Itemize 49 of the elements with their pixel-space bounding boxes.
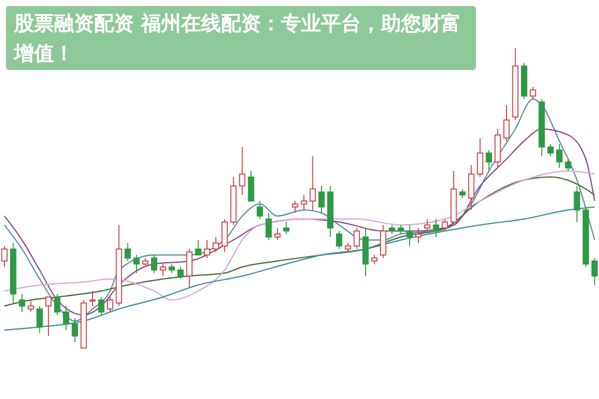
candlestick (151, 254, 158, 274)
candlestick (310, 156, 316, 210)
candlestick (28, 300, 34, 312)
candlestick (256, 200, 264, 220)
candlestick (380, 224, 386, 258)
candlestick (54, 294, 60, 316)
candlestick (486, 150, 492, 172)
candlestick (354, 228, 360, 250)
candlestick (432, 218, 440, 238)
candlestick (195, 240, 202, 256)
candlestick (45, 296, 52, 336)
candlestick (574, 186, 580, 222)
candlestick (547, 144, 554, 156)
candlestick (468, 164, 474, 210)
candlestick (591, 258, 598, 286)
candlestick (476, 138, 484, 178)
candlestick (292, 200, 298, 214)
candlestick (204, 240, 210, 258)
candlestick (442, 218, 448, 232)
candlestick (283, 222, 290, 234)
candlestick (221, 218, 228, 252)
candlestick (212, 236, 219, 252)
candlestick (106, 296, 114, 312)
candlestick (266, 212, 272, 240)
chart-title: 股票融资配资 福州在线配资：专业平台，助您财富增值！ (6, 6, 476, 70)
candlestick (239, 146, 246, 196)
candlestick (160, 264, 166, 276)
candlestick (186, 248, 193, 288)
candlestick (98, 296, 104, 316)
candlestick (556, 144, 563, 168)
candlestick (565, 158, 572, 172)
candlestick (530, 86, 536, 100)
candlestick (89, 290, 96, 306)
candlestick (36, 306, 43, 334)
candlestick (177, 266, 184, 280)
candlestick (18, 294, 26, 312)
candlestick (248, 170, 254, 202)
candlestick (318, 186, 325, 214)
candlestick (72, 318, 78, 342)
candlestick (274, 228, 281, 240)
candlestick (62, 306, 70, 330)
candlestick (300, 194, 308, 210)
candlestick (406, 224, 413, 246)
candlestick (133, 254, 140, 274)
candlestick (415, 228, 422, 244)
candlestick (124, 242, 131, 262)
candlestick (424, 218, 430, 232)
candlestick (503, 104, 510, 142)
candlestick (336, 230, 342, 250)
